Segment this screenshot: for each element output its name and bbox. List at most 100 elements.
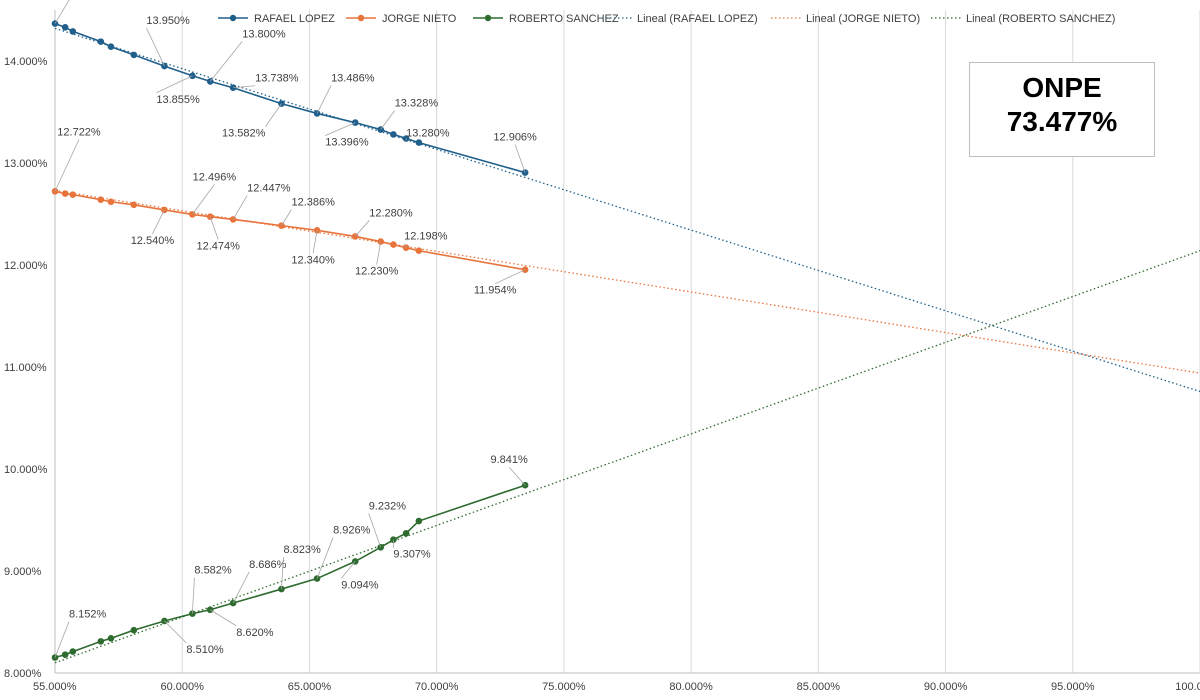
data-label: 12.474% [196, 241, 240, 253]
data-point [69, 648, 77, 655]
series-line [54, 22, 526, 174]
data-point [97, 196, 105, 204]
data-label: 8.620% [236, 627, 274, 639]
data-label: 13.950% [146, 15, 190, 27]
data-point [69, 191, 77, 198]
label-leader [376, 241, 382, 265]
data-point [107, 635, 115, 642]
data-point [107, 43, 115, 51]
data-label: 13.486% [331, 72, 375, 84]
y-tick-label: 12.000% [4, 260, 48, 272]
x-tick-label: 90.000% [924, 681, 968, 693]
trendline [54, 250, 1200, 664]
x-tick-label: 80.000% [669, 681, 713, 693]
label-leader [232, 571, 250, 604]
data-point [390, 131, 397, 138]
x-tick-label: 70.000% [415, 681, 459, 693]
x-tick-label: 95.000% [1051, 681, 1095, 693]
data-label: 13.738% [255, 73, 299, 85]
legend-marker [229, 14, 237, 22]
data-label: 12.230% [355, 266, 399, 278]
legend-marker [357, 14, 365, 22]
data-point [390, 241, 397, 248]
data-label: 8.686% [249, 559, 287, 571]
data-label: 8.823% [283, 544, 321, 556]
y-tick-label: 10.000% [4, 464, 48, 476]
data-label: 13.280% [406, 128, 450, 140]
onpe-value: 73.477% [1006, 106, 1118, 137]
data-point [61, 190, 69, 197]
data-label: 12.198% [404, 231, 448, 243]
x-tick-label: 60.000% [161, 681, 205, 693]
y-tick-label: 14.000% [4, 56, 48, 68]
data-point [97, 38, 105, 45]
label-leader [316, 537, 334, 579]
data-label: 13.800% [242, 28, 286, 40]
data-point [61, 651, 69, 658]
data-label: 13.396% [325, 137, 369, 149]
onpe-annotation-box: ONPE 73.477% [969, 62, 1155, 157]
label-leader [403, 243, 407, 248]
data-label: 12.386% [291, 197, 335, 209]
data-point [69, 28, 77, 35]
x-tick-label: 75.000% [542, 681, 586, 693]
label-leader [232, 195, 248, 220]
data-label: 12.340% [291, 254, 335, 266]
legend-label: Lineal (JORGE NIETO) [806, 13, 920, 25]
label-leader [281, 209, 292, 226]
legend-label: Lineal (ROBERTO SANCHEZ) [966, 13, 1115, 25]
data-point [415, 247, 423, 255]
label-leader [146, 27, 165, 67]
data-point [61, 24, 69, 31]
data-point [130, 626, 138, 634]
data-label: 9.307% [393, 549, 431, 561]
label-leader [164, 620, 187, 644]
label-leader [54, 0, 70, 24]
data-point [402, 529, 410, 537]
data-label: 8.926% [333, 525, 371, 537]
label-leader [209, 216, 219, 240]
data-labels: 14.367%13.950%13.855%13.800%13.738%13.58… [54, 0, 537, 658]
label-leader [354, 220, 370, 237]
data-label: 12.540% [131, 235, 175, 247]
data-label: 9.841% [490, 454, 528, 466]
legend: RAFAEL LOPEZ JORGE NIETO ROBERTO SANCHEZ Li… [218, 13, 1115, 25]
label-leader [494, 269, 526, 285]
label-leader [281, 557, 284, 590]
label-leader [380, 110, 396, 130]
data-label: 8.582% [194, 565, 232, 577]
y-tick-label: 13.000% [4, 158, 48, 170]
data-point [130, 51, 138, 59]
legend-marker [484, 14, 492, 22]
data-label: 13.582% [222, 128, 266, 140]
label-leader [265, 103, 282, 127]
legend-label: JORGE NIETO [382, 13, 457, 25]
data-label: 13.328% [395, 98, 439, 110]
label-leader [508, 466, 526, 486]
data-label: 8.152% [69, 608, 107, 620]
data-point [107, 198, 115, 206]
data-point [415, 517, 423, 525]
label-leader [152, 209, 165, 235]
label-leader [368, 513, 382, 548]
data-label: 12.722% [57, 126, 101, 138]
axes: 55.000% 60.000% 65.000% 70.000% 75.000% 80.00… [4, 10, 1200, 693]
grid-lines [181, 10, 1200, 673]
data-point [130, 201, 138, 209]
trendline [54, 27, 1200, 393]
label-leader [192, 184, 215, 215]
label-leader [210, 609, 237, 627]
label-leader [340, 561, 356, 579]
data-label: 12.447% [247, 182, 291, 194]
label-leader [325, 122, 356, 136]
series [51, 20, 529, 661]
data-point [402, 244, 410, 251]
label-leader [209, 41, 243, 82]
data-point [97, 638, 105, 645]
data-point [415, 139, 423, 146]
x-tick-label: 100.000% [1175, 681, 1200, 693]
data-label: 12.496% [193, 171, 237, 183]
legend-label: ROBERTO SANCHEZ [509, 13, 619, 25]
label-leader [156, 75, 193, 94]
